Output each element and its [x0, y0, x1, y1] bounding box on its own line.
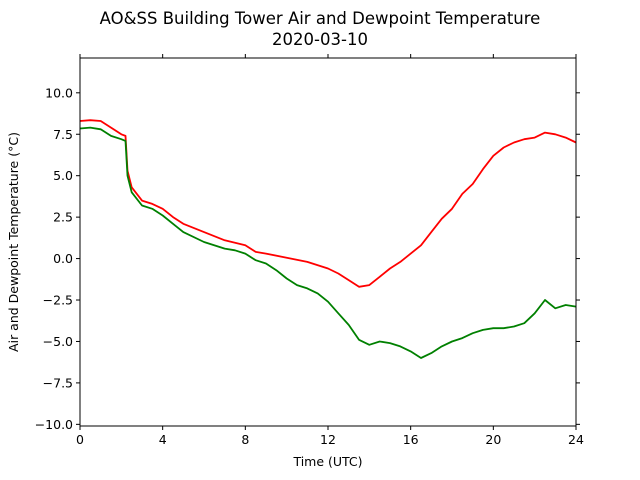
x-tick-label: 0	[76, 432, 84, 447]
y-tick-label: 7.5	[53, 127, 73, 142]
series-layer	[79, 119, 577, 359]
x-tick-label: 4	[159, 432, 167, 447]
series-line-1	[79, 126, 577, 359]
x-tick-label: 16	[403, 432, 419, 447]
chart-subtitle: 2020-03-10	[272, 30, 368, 49]
series-line-0	[79, 119, 577, 288]
y-tick-label: −2.5	[43, 293, 73, 308]
y-axis-label: Air and Dewpoint Temperature (°C)	[6, 132, 21, 352]
chart-title: AO&SS Building Tower Air and Dewpoint Te…	[100, 9, 541, 28]
x-tick-label: 20	[485, 432, 501, 447]
y-tick-label: 5.0	[53, 168, 73, 183]
x-tick-label: 24	[568, 432, 584, 447]
y-tick-label: 2.5	[53, 210, 73, 225]
y-tick-label: 10.0	[45, 85, 73, 100]
x-tick-label: 12	[320, 432, 336, 447]
y-tick-label: −5.0	[43, 334, 73, 349]
y-tick-label: 0.0	[53, 251, 73, 266]
x-tick-label: 8	[241, 432, 249, 447]
tick-layer: 0 4 8 12 16 20 24 −10.0 −7.5 −5.0 −2.5 0.0 2.5 5.0 7.5…	[35, 54, 584, 447]
plot-frame	[79, 57, 577, 427]
y-tick-label: −10.0	[35, 417, 73, 432]
y-tick-label: −7.5	[43, 375, 73, 390]
x-axis-label: Time (UTC)	[292, 454, 362, 469]
